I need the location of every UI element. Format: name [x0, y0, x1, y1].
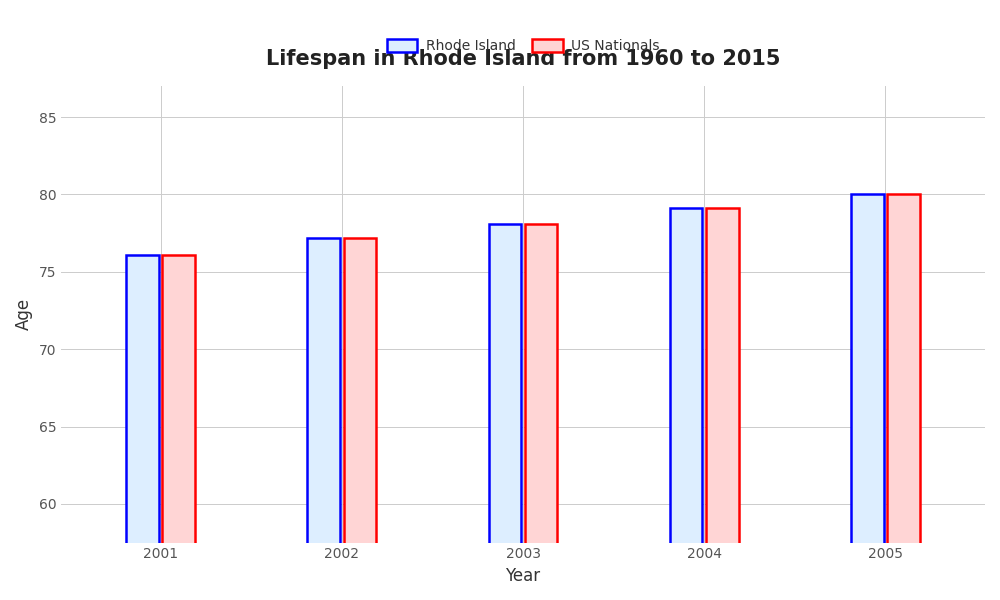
- Bar: [525, 224, 557, 600]
- Bar: [887, 194, 920, 600]
- X-axis label: Year: Year: [505, 567, 541, 585]
- Bar: [489, 224, 521, 600]
- Y-axis label: Age: Age: [15, 298, 33, 331]
- Legend: Rhode Island, US Nationals: Rhode Island, US Nationals: [381, 34, 665, 59]
- Bar: [851, 194, 884, 600]
- Title: Lifespan in Rhode Island from 1960 to 2015: Lifespan in Rhode Island from 1960 to 20…: [266, 49, 780, 69]
- Bar: [344, 238, 376, 600]
- Bar: [307, 238, 340, 600]
- Bar: [162, 255, 195, 600]
- Bar: [706, 208, 739, 600]
- Bar: [126, 255, 159, 600]
- Bar: [670, 208, 702, 600]
